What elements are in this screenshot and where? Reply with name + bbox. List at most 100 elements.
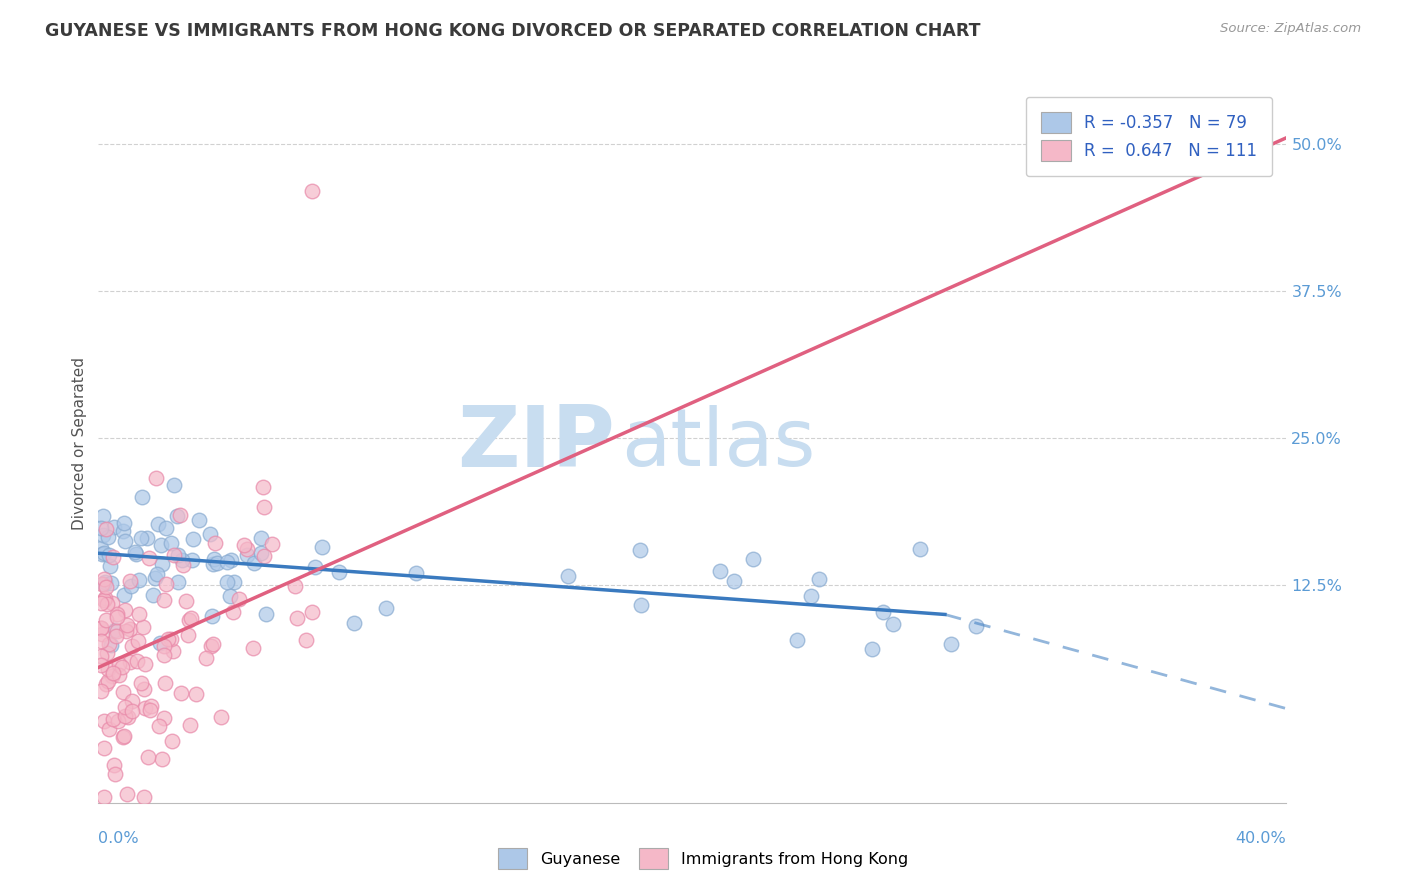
Point — [200, 639, 222, 653]
Point — [138, 550, 160, 565]
Point — [114, 708, 136, 723]
Text: Source: ZipAtlas.com: Source: ZipAtlas.com — [1220, 22, 1361, 36]
Point — [90, 541, 112, 555]
Point — [111, 685, 134, 699]
Point — [114, 700, 136, 714]
Point — [132, 789, 155, 804]
Point — [155, 520, 177, 534]
Point — [184, 687, 207, 701]
Point — [908, 541, 931, 556]
Point — [131, 490, 153, 504]
Point — [91, 527, 114, 541]
Point — [107, 714, 129, 728]
Point — [104, 767, 127, 781]
Point — [121, 704, 143, 718]
Point — [966, 619, 988, 633]
Point — [343, 616, 366, 631]
Point — [101, 668, 124, 682]
Point — [136, 532, 159, 546]
Point — [198, 527, 221, 541]
Point — [103, 712, 125, 726]
Point — [228, 592, 250, 607]
Point — [152, 593, 174, 607]
Y-axis label: Divorced or Separated: Divorced or Separated — [72, 358, 87, 530]
Point — [90, 576, 112, 591]
Point — [105, 607, 128, 622]
Point — [121, 639, 143, 653]
Point — [103, 520, 125, 534]
Point — [96, 646, 118, 660]
Point — [166, 509, 188, 524]
Point — [120, 655, 142, 669]
Point — [108, 657, 131, 672]
Point — [174, 594, 197, 608]
Point — [253, 500, 276, 514]
Legend: R = -0.357   N = 79, R =  0.647   N = 111: R = -0.357 N = 79, R = 0.647 N = 111 — [1026, 96, 1272, 176]
Point — [205, 556, 228, 570]
Point — [628, 542, 651, 557]
Point — [142, 588, 165, 602]
Point — [172, 552, 194, 566]
Point — [93, 714, 115, 728]
Point — [97, 530, 120, 544]
Point — [118, 622, 141, 636]
Point — [219, 552, 242, 566]
Point — [98, 558, 121, 573]
Point — [180, 610, 202, 624]
Point — [209, 710, 232, 724]
Point — [96, 580, 118, 594]
Point — [114, 533, 136, 548]
Point — [201, 637, 224, 651]
Point — [742, 552, 765, 566]
Point — [121, 694, 143, 708]
Point — [250, 546, 273, 560]
Point — [155, 577, 177, 591]
Point — [166, 575, 188, 590]
Point — [111, 660, 134, 674]
Point — [304, 560, 326, 574]
Legend: Guyanese, Immigrants from Hong Kong: Guyanese, Immigrants from Hong Kong — [492, 842, 914, 875]
Point — [941, 637, 963, 651]
Point — [129, 675, 152, 690]
Point — [90, 621, 112, 635]
Point — [235, 549, 257, 563]
Point — [90, 521, 112, 535]
Point — [100, 638, 122, 652]
Point — [90, 596, 112, 610]
Point — [709, 564, 731, 578]
Point — [98, 637, 121, 651]
Point — [143, 571, 166, 585]
Point — [114, 602, 136, 616]
Point — [808, 572, 831, 586]
Point — [136, 749, 159, 764]
Point — [132, 620, 155, 634]
Point — [233, 538, 256, 552]
Point — [201, 609, 224, 624]
Point — [93, 740, 115, 755]
Point — [120, 579, 142, 593]
Point — [249, 532, 271, 546]
Point — [163, 477, 186, 491]
Point — [105, 629, 128, 643]
Point — [125, 547, 148, 561]
Point — [872, 605, 894, 619]
Point — [152, 711, 174, 725]
Point — [179, 717, 201, 731]
Point — [127, 634, 149, 648]
Point — [786, 633, 808, 648]
Point — [125, 654, 148, 668]
Point — [98, 548, 121, 562]
Point — [860, 641, 883, 656]
Point — [117, 788, 139, 802]
Point — [94, 677, 117, 691]
Point — [301, 184, 323, 198]
Point — [128, 607, 150, 622]
Point — [195, 651, 218, 665]
Point — [112, 516, 135, 531]
Point — [557, 568, 579, 582]
Point — [160, 734, 183, 748]
Point — [153, 676, 176, 690]
Point — [160, 536, 183, 550]
Point — [374, 601, 396, 615]
Point — [170, 686, 193, 700]
